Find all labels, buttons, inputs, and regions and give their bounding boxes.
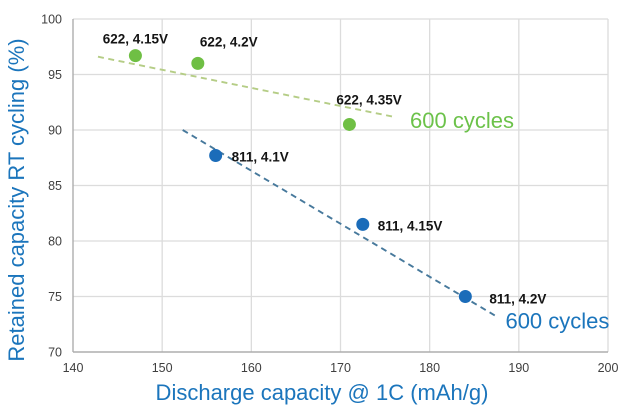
data-point-622-4-35v <box>342 117 356 131</box>
x-tick-label-140: 140 <box>63 361 84 375</box>
x-tick-label-180: 180 <box>419 361 440 375</box>
x-axis-title: Discharge capacity @ 1C (mAh/g) <box>155 380 489 405</box>
y-tick-label-80: 80 <box>48 235 62 249</box>
x-tick-label-160: 160 <box>241 361 262 375</box>
trendline-ncm-622 <box>97 55 394 118</box>
point-label-622-4-15v: 622, 4.15V <box>103 32 168 47</box>
data-point-811-4-15v <box>356 217 370 231</box>
point-label-622-4-2v: 622, 4.2V <box>200 34 258 49</box>
data-point-622-4-15v <box>128 49 142 63</box>
y-axis-title: Retained capacity RT cycling (%) <box>4 38 29 362</box>
x-tick-label-150: 150 <box>152 361 173 375</box>
annotation-ncm-811-600-cycles: 600 cycles <box>505 309 609 334</box>
point-label-811-4-1v: 811, 4.1V <box>232 150 289 165</box>
y-tick-label-85: 85 <box>48 179 62 193</box>
data-point-622-4-2v <box>191 56 205 70</box>
point-label-811-4-15v: 811, 4.15V <box>378 218 443 233</box>
annotation-ncm-622-600-cycles: 600 cycles <box>410 108 514 133</box>
point-label-811-4-2v: 811, 4.2V <box>489 292 546 307</box>
x-tick-label-170: 170 <box>330 361 351 375</box>
point-label-622-4-35v: 622, 4.35V <box>336 92 401 107</box>
y-tick-label-95: 95 <box>48 68 62 82</box>
y-tick-label-90: 90 <box>48 124 62 138</box>
data-point-811-4-1v <box>209 149 223 163</box>
y-tick-label-75: 75 <box>48 290 62 304</box>
trendline-ncm-811 <box>182 129 498 318</box>
x-tick-label-190: 190 <box>508 361 529 375</box>
data-point-811-4-2v <box>458 290 472 303</box>
y-tick-label-100: 100 <box>41 13 62 27</box>
x-tick-label-200: 200 <box>598 361 619 375</box>
y-tick-label-70: 70 <box>48 346 62 360</box>
